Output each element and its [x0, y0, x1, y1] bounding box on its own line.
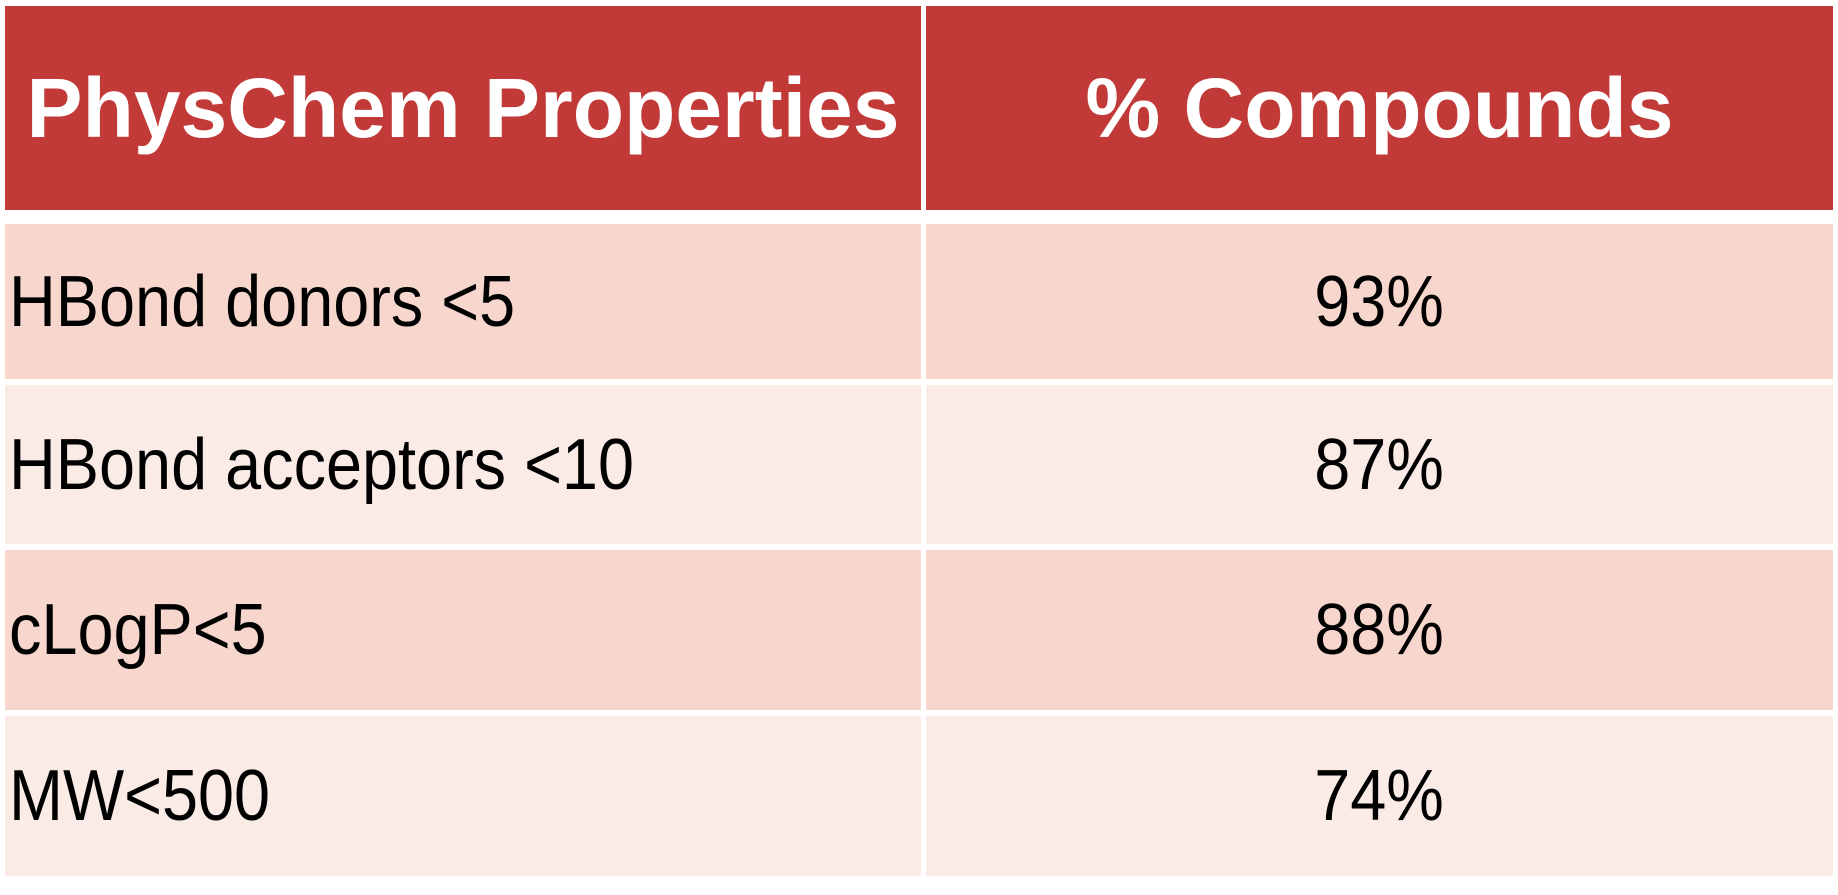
table-row-property: HBond acceptors <10 [5, 385, 921, 544]
property-label: cLogP<5 [9, 590, 267, 670]
percent-value: 88% [1314, 590, 1445, 670]
property-label: HBond acceptors <10 [9, 424, 635, 505]
table-row-percent: 88% [926, 550, 1833, 710]
property-label: HBond donors <5 [9, 261, 516, 342]
table-row-percent: 74% [926, 716, 1833, 876]
header-label: % Compounds [1085, 60, 1674, 155]
percent-value: 87% [1314, 424, 1445, 505]
percent-value: 74% [1314, 756, 1445, 836]
table-row-property: HBond donors <5 [5, 224, 921, 379]
table-row-property: MW<500 [5, 716, 921, 876]
table-row-property: cLogP<5 [5, 550, 921, 710]
header-label: PhysChem Properties [26, 60, 900, 155]
percent-value: 93% [1314, 261, 1445, 342]
table-row-percent: 93% [926, 224, 1833, 379]
header-physchem-properties: PhysChem Properties [5, 6, 921, 210]
header-percent-compounds: % Compounds [926, 6, 1833, 210]
table-row-percent: 87% [926, 385, 1833, 544]
property-label: MW<500 [9, 756, 271, 836]
